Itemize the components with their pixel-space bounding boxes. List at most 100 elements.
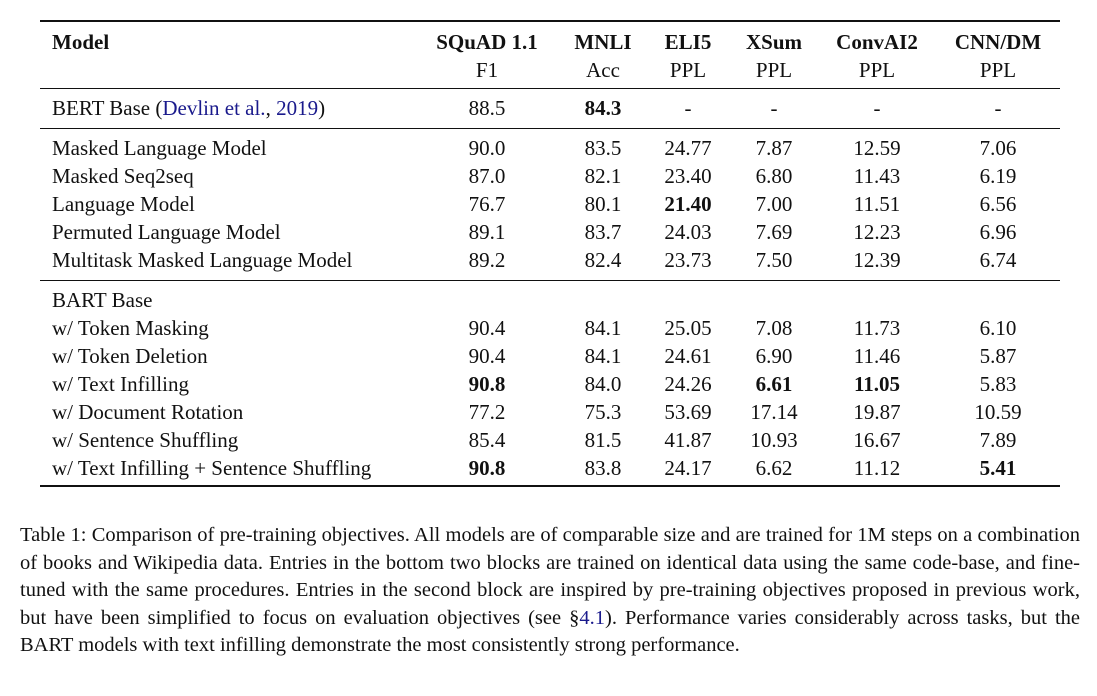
column-header: CNN/DM: [954, 30, 1042, 54]
table-cell: 77.2: [468, 400, 506, 424]
table-cell: 41.87: [664, 428, 712, 452]
table-cell: 7.89: [979, 428, 1017, 452]
table-cell: 12.39: [853, 248, 901, 272]
table-cell: 6.90: [755, 344, 793, 368]
table-cell: 84.0: [584, 372, 622, 396]
table-cell: 11.12: [853, 456, 901, 480]
block2-rule: [40, 280, 1060, 281]
table-cell: -: [994, 96, 1002, 120]
table-cell: 87.0: [468, 164, 506, 188]
row-label-bert-base: BERT Base (Devlin et al., 2019): [52, 94, 325, 122]
table-cell: 24.61: [664, 344, 712, 368]
bottom-rule: [40, 485, 1060, 487]
table-cell: 7.87: [755, 136, 793, 160]
table-cell: 24.26: [664, 372, 712, 396]
top-rule: [40, 20, 1060, 22]
table-cell: 12.23: [853, 220, 901, 244]
table-cell: 76.7: [468, 192, 506, 216]
table-cell: 84.1: [584, 344, 622, 368]
row-label: Multitask Masked Language Model: [52, 248, 353, 272]
table-cell: 6.61: [755, 372, 793, 396]
table-cell: 23.40: [664, 164, 712, 188]
table-cell: 21.40: [664, 192, 712, 216]
table-cell: 83.8: [584, 456, 622, 480]
column-header: SQuAD 1.1: [436, 30, 538, 54]
column-metric: PPL: [979, 58, 1017, 82]
table-cell: 75.3: [584, 400, 622, 424]
row-label: Masked Seq2seq: [52, 164, 194, 188]
table-cell: 6.19: [979, 164, 1017, 188]
table-cell: 12.59: [853, 136, 901, 160]
table-cell: 24.03: [664, 220, 712, 244]
table-cell: 11.46: [853, 344, 901, 368]
table-cell: 85.4: [468, 428, 506, 452]
table-cell: 83.7: [584, 220, 622, 244]
row-label: w/ Token Deletion: [52, 344, 208, 368]
table-cell: 7.06: [979, 136, 1017, 160]
table-cell: 11.43: [853, 164, 901, 188]
table-cell: 5.83: [979, 372, 1017, 396]
table-cell: 11.73: [853, 316, 901, 340]
table-cell: 25.05: [664, 316, 712, 340]
row-label: w/ Text Infilling + Sentence Shuffling: [52, 456, 372, 480]
table-cell: 89.2: [468, 248, 506, 272]
table-cell: 5.41: [979, 456, 1017, 480]
table-cell: 6.10: [979, 316, 1017, 340]
block-header-bart-base: BART Base: [52, 288, 153, 312]
table-cell: 6.56: [979, 192, 1017, 216]
row-label: w/ Document Rotation: [52, 400, 244, 424]
column-header: ELI5: [664, 30, 712, 54]
column-metric: PPL: [669, 58, 707, 82]
row-label: Masked Language Model: [52, 136, 267, 160]
caption-text-end: ). Performance varies considerably acros…: [20, 606, 1080, 657]
table-cell: 24.77: [664, 136, 712, 160]
table-cell: -: [684, 96, 692, 120]
table-cell: 83.5: [584, 136, 622, 160]
table-cell: 7.50: [755, 248, 793, 272]
citation-link-year[interactable]: 2019: [276, 96, 319, 120]
row-label: w/ Text Infilling: [52, 372, 189, 396]
table-cell: 84.3: [584, 96, 622, 120]
table-cell: 88.5: [468, 96, 506, 120]
table-cell: 19.87: [853, 400, 901, 424]
column-metric: PPL: [858, 58, 896, 82]
table-cell: 90.8: [468, 372, 506, 396]
row-label: w/ Token Masking: [52, 316, 209, 340]
table-cell: 90.8: [468, 456, 506, 480]
table-cell: -: [873, 96, 881, 120]
table-cell: 7.69: [755, 220, 793, 244]
table-cell: 90.4: [468, 316, 506, 340]
table-cell: 7.08: [755, 316, 793, 340]
column-metric: PPL: [755, 58, 793, 82]
table-cell: 90.0: [468, 136, 506, 160]
bert-label-close: ): [318, 96, 326, 120]
table-cell: 82.1: [584, 164, 622, 188]
column-header: MNLI: [574, 30, 632, 54]
citation-link-author[interactable]: Devlin et al.: [162, 96, 266, 120]
bert-label-text: BERT Base (: [52, 96, 163, 120]
column-header-model: Model: [52, 30, 110, 54]
table-cell: 10.93: [750, 428, 798, 452]
table-cell: 53.69: [664, 400, 712, 424]
table-cell: 82.4: [584, 248, 622, 272]
table-cell: 11.05: [853, 372, 901, 396]
table-cell: 6.74: [979, 248, 1017, 272]
row-label: w/ Sentence Shuffling: [52, 428, 239, 452]
column-metric: Acc: [586, 58, 620, 82]
table-cell: -: [770, 96, 778, 120]
table-cell: 6.62: [755, 456, 793, 480]
column-metric: F1: [475, 58, 499, 82]
table-cell: 6.80: [755, 164, 793, 188]
table-cell: 84.1: [584, 316, 622, 340]
table-cell: 7.00: [755, 192, 793, 216]
table-cell: 90.4: [468, 344, 506, 368]
table-cell: 10.59: [974, 400, 1022, 424]
section-reference-link[interactable]: 4.1: [579, 606, 605, 629]
table-cell: 23.73: [664, 248, 712, 272]
table-cell: 5.87: [979, 344, 1017, 368]
table-cell: 89.1: [468, 220, 506, 244]
table-cell: 17.14: [750, 400, 798, 424]
table-cell: 16.67: [853, 428, 901, 452]
table-cell: 80.1: [584, 192, 622, 216]
citation-separator: ,: [265, 96, 277, 120]
